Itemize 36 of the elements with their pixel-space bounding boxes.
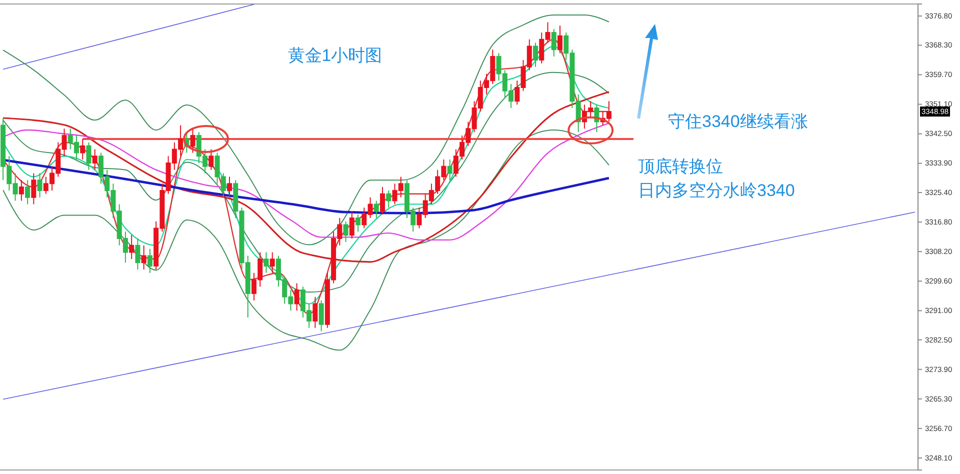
line-series	[2, 130, 610, 351]
candlestick	[380, 186, 385, 216]
candlestick	[208, 148, 214, 170]
candlestick	[80, 138, 86, 160]
candlestick	[557, 25, 562, 54]
candlestick	[227, 176, 232, 198]
candlestick	[86, 142, 92, 170]
candlestick	[447, 159, 452, 181]
candlestick	[356, 214, 361, 232]
candlestick	[533, 42, 538, 68]
candlestick	[312, 296, 318, 328]
candlestick	[37, 172, 42, 198]
line-series	[2, 14, 610, 246]
candlestick	[386, 190, 392, 208]
annotation: 守住3340继续看涨	[668, 112, 808, 131]
candlestick	[129, 234, 134, 260]
candlestick	[343, 220, 348, 242]
candlestick	[18, 180, 24, 202]
annotation: 顶底转换位	[638, 157, 723, 176]
candlestick	[141, 244, 146, 270]
candlestick	[92, 148, 98, 170]
candlestick	[551, 28, 556, 58]
candlestick	[25, 180, 30, 205]
text: 黄金1小时图	[288, 46, 382, 65]
candlestick	[190, 128, 196, 154]
candlestick	[374, 200, 379, 218]
candlestick	[31, 172, 36, 205]
line-series	[2, 91, 610, 263]
candlestick	[318, 300, 324, 332]
annotation: 日内多空分水岭3340	[638, 181, 795, 200]
candlestick	[147, 248, 152, 274]
candlestick	[294, 282, 300, 312]
candlestick	[349, 210, 354, 240]
candlestick	[135, 238, 140, 270]
candlestick	[270, 252, 275, 274]
candlestick	[264, 252, 269, 274]
